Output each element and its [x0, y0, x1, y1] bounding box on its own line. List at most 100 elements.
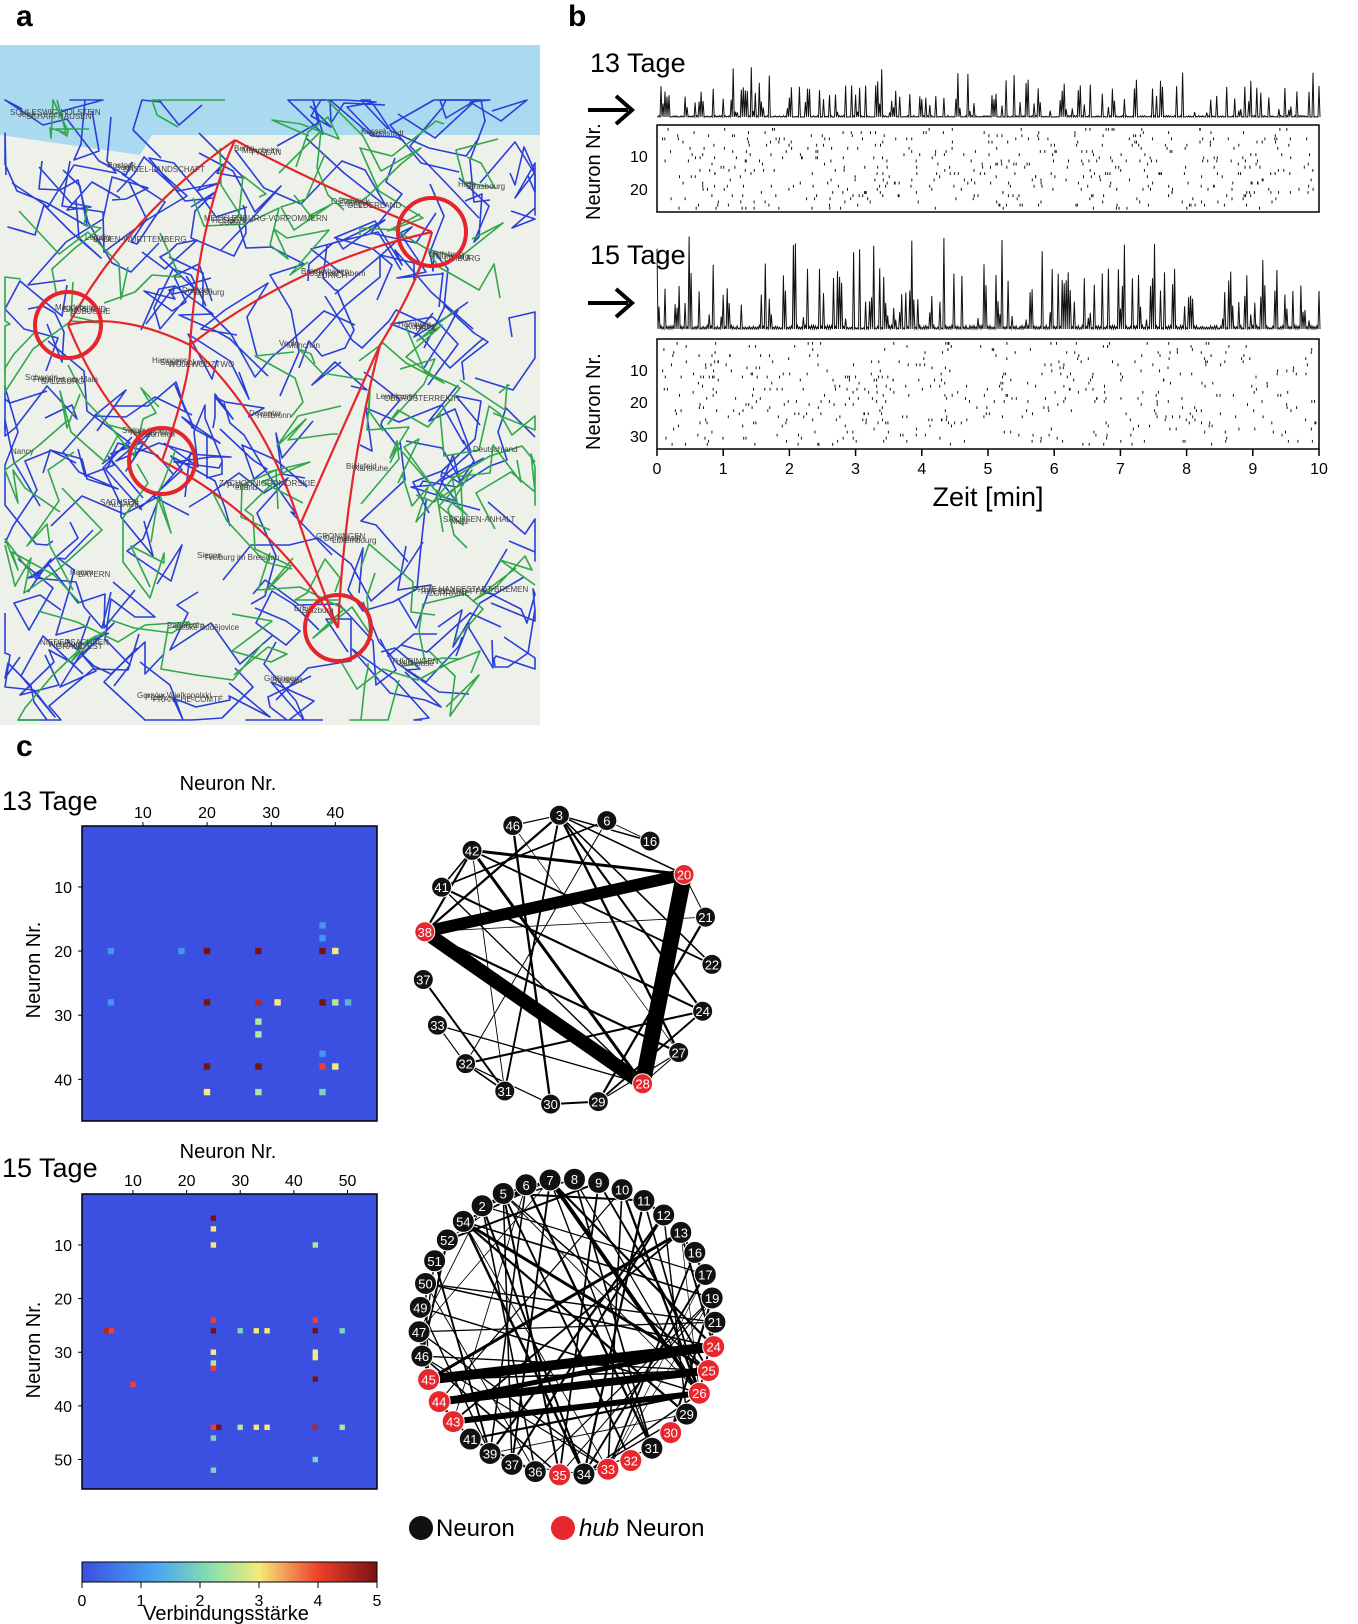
road-segment [4, 450, 51, 544]
matrix-cell [210, 1360, 217, 1366]
time-axis-label: Zeit [min] [932, 482, 1043, 512]
matrix-y-tick: 40 [54, 1072, 72, 1089]
matrix-cell [210, 1328, 217, 1334]
map-label: NIEDERSACHSEN [40, 638, 109, 647]
node-label: 41 [434, 880, 448, 895]
map-label: SALZBURG [41, 377, 84, 386]
road-segment [143, 263, 213, 312]
matrix-cell [216, 1424, 222, 1430]
matrix-x-tick: 40 [326, 805, 344, 822]
road-segment [358, 310, 455, 384]
map-label: Mannheim [242, 146, 280, 155]
x-tick-label: 8 [1182, 461, 1191, 478]
graph-edge [438, 1189, 623, 1402]
x-tick-label: 1 [719, 461, 728, 478]
matrix-y-tick: 40 [54, 1399, 72, 1416]
road-segment [363, 371, 401, 451]
map-label: Freiburg im Breisgau [205, 553, 279, 562]
map-label: Heilbronn [257, 411, 291, 420]
node-label: 49 [413, 1300, 427, 1315]
graph-edge [607, 1297, 713, 1470]
matrix-x-tick: 10 [124, 1173, 142, 1190]
graph-edge [680, 1232, 700, 1394]
matrix-cell [264, 1328, 270, 1334]
road-segment [231, 613, 288, 676]
road-segment [18, 210, 129, 300]
graph-edge [465, 820, 608, 1064]
neuron-node: 12 [652, 1203, 676, 1227]
road-segment [153, 132, 245, 192]
neuron-node: 21 [703, 1310, 727, 1334]
matrix-ylabel-13: Neuron Nr. [23, 922, 45, 1019]
matrix-cell [312, 1456, 318, 1463]
graph-edge [558, 814, 704, 1012]
matrix-cell [344, 999, 352, 1006]
map-label: JURA [220, 218, 242, 227]
map-label: Bremerhaven [301, 267, 349, 276]
matrix-cell [319, 935, 326, 942]
node-label: 47 [412, 1325, 426, 1340]
node-circle [702, 1335, 726, 1359]
neuron-node: 6 [514, 1173, 538, 1197]
hub-node: 32 [619, 1449, 643, 1473]
node-circle [652, 1203, 676, 1227]
road-segment [109, 430, 193, 516]
map-label: Halle [458, 180, 477, 189]
node-label: 10 [615, 1183, 629, 1198]
road-segment [429, 253, 501, 299]
road-segment [151, 99, 225, 128]
map-label: LUBUSKIE [71, 307, 111, 316]
road-segment [4, 487, 103, 594]
road-segment [132, 99, 203, 159]
road-segment [362, 601, 463, 683]
hub-node: 38 [414, 921, 436, 943]
road-segment [509, 146, 536, 199]
road-segment [222, 537, 424, 602]
matrix-cell [107, 947, 115, 955]
road-segment [310, 219, 393, 301]
node-label: 28 [635, 1077, 649, 1092]
node-label: 37 [416, 973, 430, 988]
matrix-cell [130, 1381, 136, 1388]
map-label: BADEN-WÜRTTEMBERG [93, 235, 187, 244]
graph-edge-strong [462, 1220, 710, 1372]
road-segment [360, 388, 410, 505]
road-segment [37, 610, 190, 643]
node-label: 52 [440, 1233, 454, 1248]
network-graph-13: 3 6 16 20 21 22 24 27 28 29 30 31 32 33 37 38 41 42 46 [412, 804, 723, 1115]
node-circle [427, 1390, 451, 1414]
graph-edge [503, 815, 561, 1092]
road-segment [390, 316, 485, 386]
node-circle [414, 921, 436, 943]
road-segment [49, 99, 89, 139]
map-label: Bielefeld [346, 462, 377, 471]
region-circle-berlin [396, 196, 468, 268]
graph-edge-strong [427, 1231, 682, 1381]
graph-edge-strong [428, 1341, 715, 1385]
matrix-cell [312, 1242, 318, 1248]
graph-edge [418, 1179, 551, 1333]
map-label: Kassel [361, 127, 385, 136]
map-label: Ústí nad Labem [309, 269, 366, 278]
node-circle [435, 1228, 459, 1252]
road-segment [479, 141, 536, 229]
graph-edge-strong [470, 849, 644, 1085]
matrix-xlabel-13: Neuron Nr. [180, 773, 277, 795]
graph-edge [502, 1193, 513, 1465]
panel-letter-b: b [568, 0, 587, 33]
neuron-node: 24 [692, 1000, 714, 1022]
node-label: 27 [671, 1045, 685, 1060]
node-circle [632, 1073, 654, 1095]
road-segment [212, 393, 265, 429]
colorbar-tick-label: 2 [196, 1593, 205, 1610]
node-label: 30 [543, 1097, 557, 1112]
motorway-segment [66, 324, 163, 462]
road-segment [4, 386, 54, 546]
map-label: Leipzig [85, 233, 110, 242]
matrix-cell [255, 947, 262, 955]
node-circle [502, 815, 524, 837]
colorbar [81, 1561, 378, 1583]
neuron-node: 13 [669, 1220, 693, 1244]
graph-edge-strong [438, 1344, 715, 1405]
